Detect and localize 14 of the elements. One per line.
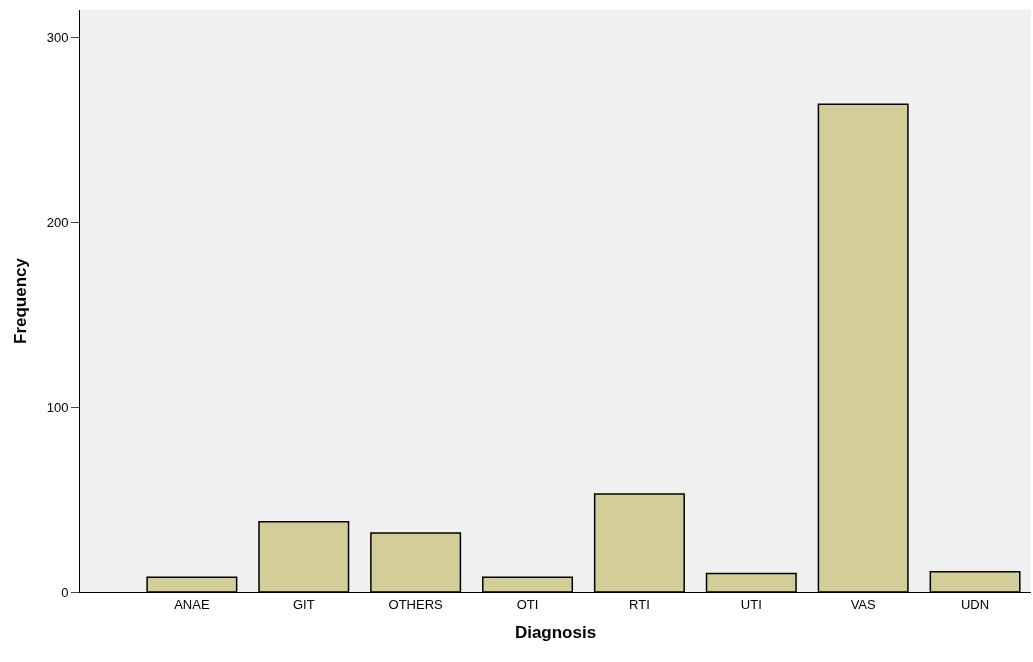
y-tick-label: 0 — [61, 584, 69, 600]
y-tick-label: 100 — [46, 399, 69, 415]
x-tick-label: UTI — [740, 596, 762, 612]
x-tick-label: UDN — [960, 596, 990, 612]
x-tick-label: ANAE — [174, 596, 210, 612]
x-tick-label: VAS — [850, 596, 877, 612]
x-axis-title: Diagnosis — [514, 623, 597, 642]
y-tick-label: 200 — [46, 215, 69, 231]
x-tick-label: OTHERS — [388, 596, 444, 612]
y-tick-label: 300 — [46, 30, 69, 46]
x-tick-label: OTI — [516, 596, 539, 612]
x-tick-label: RTI — [629, 596, 650, 612]
y-axis-title: Frequency — [11, 257, 31, 344]
x-tick-label: GIT — [292, 596, 315, 612]
